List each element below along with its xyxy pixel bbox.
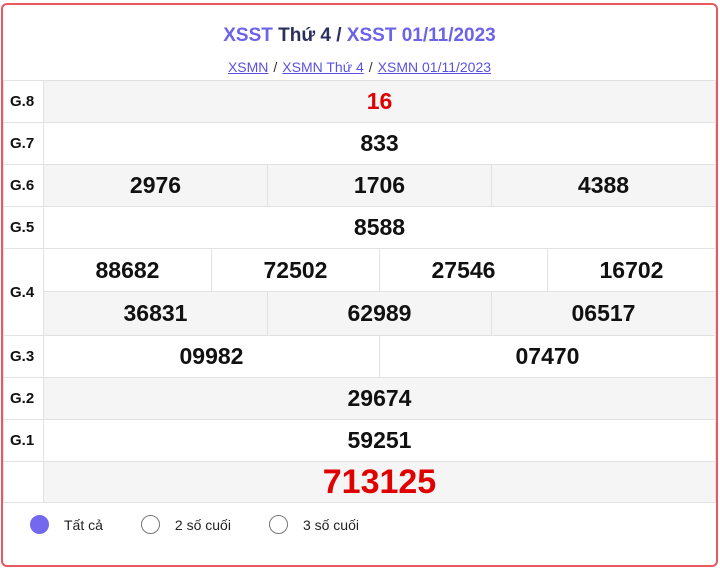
- radio-icon[interactable]: [268, 515, 288, 534]
- prize-number: 29674: [43, 377, 716, 420]
- row-g6: G.6 2976 1706 4388: [3, 164, 716, 207]
- prize-number: 27546: [379, 249, 547, 291]
- prize-number: 2976: [129, 172, 182, 198]
- row-g8: G.8 16: [3, 80, 716, 123]
- prize-number: 16: [43, 80, 716, 123]
- filter-label: Tất cả: [64, 516, 103, 533]
- results-table: G.8 16 G.7 833 G.6 2976 1706 4388 G.5 8588 G.4…: [3, 80, 716, 503]
- filter-all[interactable]: Tất cả: [30, 515, 103, 534]
- row-special: ĐB 713125: [3, 461, 716, 503]
- prize-number: 06517: [491, 292, 715, 335]
- breadcrumb-xsmn-date[interactable]: XSMN 01/11/2023: [377, 59, 492, 75]
- prize-label: G.7: [3, 122, 44, 165]
- prize-number: 59251: [43, 419, 716, 462]
- prize-number: 8588: [43, 206, 716, 249]
- digit-filter: Tất cả 2 số cuối 3 số cuối: [30, 515, 397, 534]
- page-title: XSST Thứ 4 / XSST 01/11/2023: [3, 25, 716, 47]
- prize-number: 1706: [267, 165, 491, 206]
- prize-label: G.8: [3, 80, 44, 123]
- row-g2: G.2 29674: [3, 377, 716, 420]
- title-link-xsst[interactable]: XSST: [223, 25, 273, 46]
- title-link-date[interactable]: XSST 01/11/2023: [346, 25, 496, 46]
- radio-selected-icon[interactable]: [30, 515, 49, 534]
- prize-number: 88682: [95, 256, 160, 283]
- special-prize-number: 713125: [43, 461, 716, 503]
- prize-label: G.4: [3, 248, 44, 336]
- special-prize-label: ĐB: [3, 461, 44, 503]
- prize-label: G.6: [3, 164, 44, 207]
- breadcrumb-xsmn-weekday[interactable]: XSMN Thứ 4: [282, 59, 364, 75]
- prize-label: G.2: [3, 377, 44, 420]
- prize-label: G.3: [3, 335, 44, 378]
- prize-label: G.5: [3, 206, 44, 249]
- prize-number: 833: [43, 122, 716, 165]
- breadcrumb-xsmn[interactable]: XSMN: [227, 59, 269, 75]
- breadcrumb-sep: /: [273, 59, 278, 75]
- prize-number: 16702: [547, 249, 715, 291]
- filter-label: 3 số cuối: [302, 516, 359, 533]
- title-separator: Thứ 4 /: [272, 25, 347, 46]
- breadcrumb: XSMN / XSMN Thứ 4/XSMN 01/11/2023: [3, 59, 716, 75]
- prize-label: G.1: [3, 419, 44, 462]
- row-g1: G.1 59251: [3, 419, 716, 462]
- filter-last-2[interactable]: 2 số cuối: [140, 515, 231, 534]
- row-g7: G.7 833: [3, 122, 716, 165]
- filter-label: 2 số cuối: [174, 516, 231, 533]
- results-card: XSST Thứ 4 / XSST 01/11/2023 XSMN / XSMN T…: [1, 3, 718, 567]
- prize-number: 4388: [491, 165, 715, 206]
- filter-last-3[interactable]: 3 số cuối: [268, 515, 359, 534]
- breadcrumb-sep: /: [368, 59, 373, 75]
- prize-number: 09982: [179, 343, 244, 369]
- prize-number: 62989: [267, 292, 491, 335]
- row-g4: G.4 88682 72502 27546 16702 36831 62989 06517: [3, 248, 716, 336]
- prize-number: 36831: [123, 300, 188, 326]
- prize-number: 72502: [211, 249, 379, 291]
- row-g5: G.5 8588: [3, 206, 716, 249]
- radio-icon[interactable]: [140, 515, 160, 534]
- prize-number: 07470: [379, 336, 715, 377]
- row-g3: G.3 09982 07470: [3, 335, 716, 378]
